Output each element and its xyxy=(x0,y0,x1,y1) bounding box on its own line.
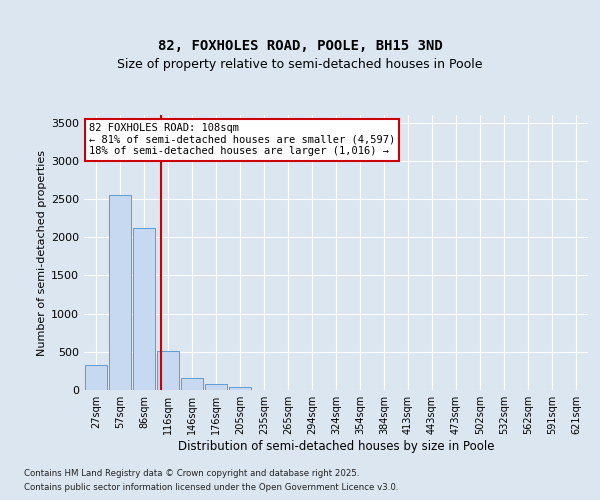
Bar xyxy=(181,378,203,390)
Text: Size of property relative to semi-detached houses in Poole: Size of property relative to semi-detach… xyxy=(117,58,483,71)
X-axis label: Distribution of semi-detached houses by size in Poole: Distribution of semi-detached houses by … xyxy=(178,440,494,453)
Bar xyxy=(85,365,107,390)
Bar xyxy=(109,195,131,390)
Text: Contains public sector information licensed under the Open Government Licence v3: Contains public sector information licen… xyxy=(24,484,398,492)
Bar xyxy=(205,384,227,390)
Y-axis label: Number of semi-detached properties: Number of semi-detached properties xyxy=(37,150,47,356)
Bar xyxy=(133,228,155,390)
Text: Contains HM Land Registry data © Crown copyright and database right 2025.: Contains HM Land Registry data © Crown c… xyxy=(24,468,359,477)
Bar xyxy=(157,351,179,390)
Text: 82 FOXHOLES ROAD: 108sqm
← 81% of semi-detached houses are smaller (4,597)
18% o: 82 FOXHOLES ROAD: 108sqm ← 81% of semi-d… xyxy=(89,123,395,156)
Bar xyxy=(229,388,251,390)
Text: 82, FOXHOLES ROAD, POOLE, BH15 3ND: 82, FOXHOLES ROAD, POOLE, BH15 3ND xyxy=(158,38,442,52)
